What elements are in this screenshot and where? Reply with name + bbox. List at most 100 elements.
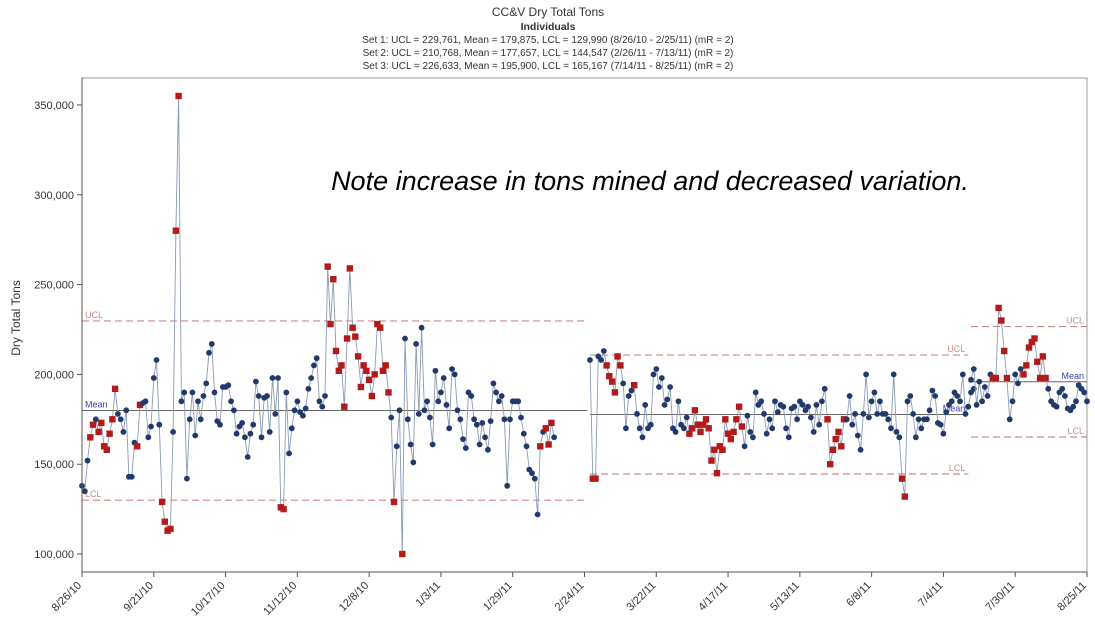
data-point bbox=[940, 430, 947, 437]
flagged-point bbox=[371, 371, 378, 378]
ucl-label: UCL bbox=[947, 344, 965, 354]
data-point bbox=[976, 378, 983, 385]
data-point bbox=[1009, 398, 1016, 405]
data-point bbox=[752, 389, 759, 396]
flagged-point bbox=[352, 333, 359, 340]
data-point bbox=[432, 367, 439, 374]
data-point bbox=[932, 393, 938, 399]
data-point bbox=[1081, 389, 1088, 396]
data-point bbox=[863, 371, 869, 378]
data-point bbox=[871, 389, 878, 396]
data-point bbox=[747, 429, 754, 435]
data-point bbox=[515, 398, 522, 405]
data-point bbox=[228, 398, 235, 405]
data-point bbox=[957, 398, 963, 405]
data-point bbox=[926, 407, 933, 414]
data-point bbox=[501, 416, 508, 423]
data-point bbox=[860, 411, 867, 417]
data-point bbox=[866, 414, 872, 421]
data-point bbox=[821, 385, 828, 392]
data-point bbox=[150, 375, 157, 381]
flagged-point bbox=[158, 498, 166, 506]
data-point bbox=[178, 398, 185, 405]
data-point bbox=[443, 402, 450, 408]
y-tick-label: 300,000 bbox=[34, 190, 74, 202]
data-point bbox=[959, 371, 966, 378]
flagged-point bbox=[832, 435, 839, 443]
data-point bbox=[396, 407, 403, 414]
data-point bbox=[311, 362, 317, 369]
data-point bbox=[493, 389, 499, 396]
flagged-point bbox=[346, 265, 353, 272]
data-point bbox=[672, 429, 679, 435]
data-point bbox=[247, 430, 254, 437]
flagged-point bbox=[829, 446, 837, 453]
data-point bbox=[675, 398, 682, 405]
data-point bbox=[250, 421, 257, 428]
data-point bbox=[283, 389, 290, 396]
series-line bbox=[81, 95, 555, 555]
flagged-point bbox=[824, 416, 831, 423]
flagged-point bbox=[280, 505, 287, 513]
data-point bbox=[421, 407, 428, 414]
data-point bbox=[600, 348, 607, 354]
flagged-point bbox=[109, 416, 116, 423]
data-point bbox=[979, 398, 985, 405]
data-point bbox=[266, 429, 273, 435]
flagged-point bbox=[1020, 371, 1027, 378]
data-point bbox=[888, 425, 894, 432]
data-point bbox=[451, 371, 458, 378]
data-point bbox=[634, 411, 640, 417]
flagged-point bbox=[349, 324, 356, 331]
data-point bbox=[404, 416, 411, 423]
flagged-point bbox=[713, 470, 721, 477]
data-point bbox=[319, 403, 326, 410]
flagged-point bbox=[995, 304, 1002, 312]
data-point bbox=[785, 434, 792, 441]
data-point bbox=[181, 389, 188, 396]
data-point bbox=[200, 393, 207, 399]
flagged-point bbox=[390, 498, 398, 506]
data-point bbox=[1062, 393, 1068, 399]
data-point bbox=[763, 430, 770, 437]
flagged-point bbox=[614, 353, 621, 360]
data-point bbox=[741, 443, 748, 450]
data-point bbox=[929, 387, 936, 394]
data-point bbox=[482, 434, 488, 441]
data-point bbox=[819, 398, 825, 405]
y-tick-label: 100,000 bbox=[34, 549, 74, 561]
flagged-point bbox=[87, 434, 94, 441]
data-point bbox=[915, 416, 922, 423]
flagged-point bbox=[711, 446, 718, 453]
data-point bbox=[849, 421, 856, 428]
data-point bbox=[896, 434, 903, 441]
flagged-point bbox=[1001, 347, 1008, 355]
flagged-point bbox=[360, 362, 367, 369]
flagged-point bbox=[324, 263, 331, 270]
flagged-point bbox=[1028, 338, 1035, 346]
data-point bbox=[744, 412, 751, 419]
data-point bbox=[636, 425, 643, 432]
flagged-point bbox=[838, 443, 845, 450]
mean-label: Mean bbox=[943, 404, 966, 414]
data-point bbox=[255, 393, 262, 399]
data-point bbox=[962, 411, 969, 417]
data-point bbox=[774, 409, 781, 415]
data-point bbox=[81, 488, 88, 495]
data-point bbox=[656, 384, 662, 390]
data-point bbox=[642, 402, 649, 408]
data-point bbox=[650, 371, 657, 378]
lcl-label: LCL bbox=[1067, 426, 1084, 436]
data-point bbox=[242, 434, 248, 441]
flagged-point bbox=[136, 401, 144, 409]
data-point bbox=[625, 393, 632, 399]
flagged-point bbox=[617, 362, 624, 369]
flagged-point bbox=[374, 320, 381, 328]
data-point bbox=[1015, 380, 1021, 387]
flagged-point bbox=[330, 276, 337, 283]
data-point bbox=[418, 324, 425, 331]
data-point bbox=[813, 402, 820, 408]
flagged-point bbox=[172, 227, 180, 234]
data-point bbox=[639, 434, 646, 441]
